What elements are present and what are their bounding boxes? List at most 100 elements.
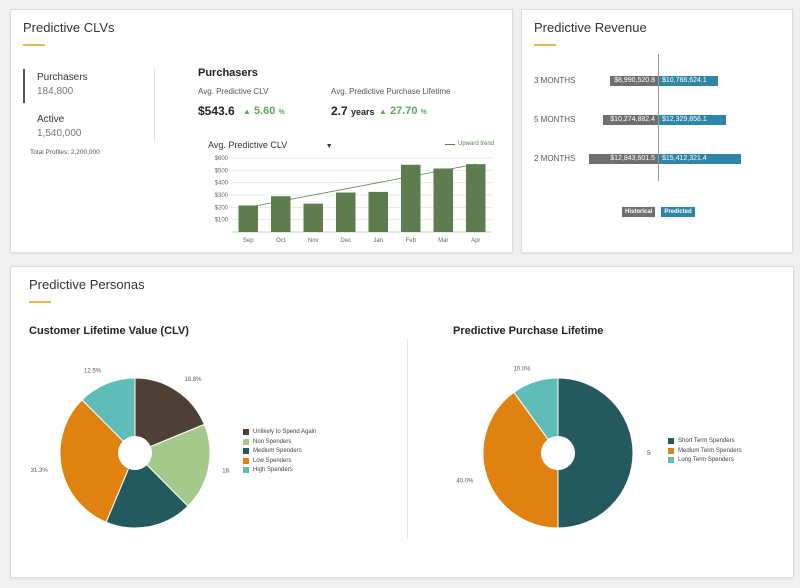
avg-clv-change: ▲ 5.60 %: [243, 105, 285, 117]
bar: [303, 203, 323, 232]
trend-line: [248, 163, 476, 208]
bar: [466, 164, 486, 232]
segment-value: 184,800: [37, 86, 74, 97]
x-tick-label: Nov: [308, 238, 319, 244]
legend-item: High Spenders: [243, 467, 293, 473]
divider: [407, 339, 408, 539]
revenue-legend: Historical Predicted: [622, 207, 695, 217]
predicted-bar[interactable]: $12,329,856.1: [659, 115, 726, 125]
pie-slice: [134, 377, 205, 454]
title-underline: [534, 44, 556, 46]
avg-lifetime-change: ▲ 27.70 %: [379, 105, 427, 117]
trend-legend-label: Upward trend: [458, 141, 495, 147]
x-tick-label: Apr: [471, 238, 480, 244]
y-tick-label: $400: [215, 181, 229, 187]
legend-label: Long Term Spenders: [678, 457, 734, 463]
x-tick-label: Mar: [438, 238, 448, 244]
legend-swatch: [668, 438, 674, 444]
change-value: 27.70: [389, 105, 418, 117]
pie-slice: [59, 399, 136, 523]
legend-label: High Spenders: [253, 467, 293, 473]
bar: [433, 168, 453, 232]
trend-line-icon: [445, 143, 455, 145]
slice-label: 18.8%: [184, 377, 202, 383]
pie-hole: [118, 436, 152, 470]
segment-value: 1,540,000: [37, 128, 82, 139]
legend-item: Long Term Spenders: [668, 457, 734, 463]
segment-purchasers[interactable]: Purchasers 184,800: [37, 72, 88, 97]
pie-slice: [557, 377, 634, 529]
legend-swatch: [243, 438, 249, 445]
slice-label: 12.5%: [84, 369, 102, 375]
slice-label: 31.3%: [31, 468, 48, 474]
slice-label: 50.0%: [647, 451, 651, 457]
predictive-clvs-card: Predictive CLVs Purchasers 184,800 Activ…: [10, 9, 513, 253]
legend-swatch: [668, 447, 674, 454]
avg-lifetime-label: Avg. Predictive Purchase Lifetime: [331, 87, 451, 96]
segment-label: Active: [37, 114, 65, 125]
divider: [154, 68, 155, 142]
avg-clv-bar-chart: $100 $200 $300 $400 $500 $600 Sep Oct Nov Dec Jan F…: [215, 156, 492, 244]
y-tick-label: $600: [215, 156, 229, 162]
legend-label: Medium Term Spenders: [678, 447, 742, 454]
predicted-bar[interactable]: $15,412,321.4: [659, 154, 741, 164]
y-tick-label: $100: [215, 218, 229, 224]
y-tick-label: $500: [215, 168, 229, 174]
total-profiles: Total Profiles: 2,200,000: [30, 149, 100, 156]
bar: [401, 164, 421, 232]
percent-sign: %: [420, 109, 427, 116]
legend-item: Non Spenders: [243, 438, 292, 445]
pie-hole: [541, 436, 575, 470]
detail-title: Purchasers: [198, 67, 258, 79]
clv-pie-chart: 18.8%18.8%18.8%31.3%12.5%: [31, 369, 231, 529]
legend-label: Low Spenders: [253, 457, 292, 464]
percent-sign: %: [278, 109, 285, 116]
x-tick-label: Feb: [406, 238, 417, 244]
lifetime-number: 2.7: [331, 104, 348, 118]
avg-clv-label: Avg. Predictive CLV: [198, 87, 269, 96]
segment-active[interactable]: Active 1,540,000: [37, 114, 82, 139]
slice-label: 10.0%: [513, 366, 531, 372]
bar: [238, 205, 258, 232]
legend-swatch: [243, 457, 249, 464]
dropdown-value: Avg. Predictive CLV: [208, 140, 288, 150]
lifetime-unit: years: [351, 107, 375, 117]
predictive-revenue-card: Predictive Revenue 3 MONTHS $8,990,520.8…: [521, 9, 793, 253]
pie-slice: [105, 452, 189, 529]
y-tick-label: $300: [215, 193, 229, 199]
legend-item: Low Spenders: [243, 457, 292, 464]
legend-swatch: [243, 467, 249, 473]
revenue-row-label: 2 MONTHS: [534, 154, 576, 163]
legend-label: Medium Spenders: [253, 448, 302, 454]
legend-swatch: [243, 448, 249, 454]
pie-slice: [482, 391, 559, 529]
legend-label: Non Spenders: [253, 438, 292, 445]
lifetime-pie-chart: 50.0% 40.0% 10.0%: [456, 366, 651, 529]
x-tick-label: Jan: [373, 238, 383, 244]
revenue-row-label: 3 MONTHS: [534, 76, 576, 85]
predicted-bar[interactable]: $10,788,624.1: [659, 76, 718, 86]
historical-bar[interactable]: $8,990,520.8: [610, 76, 658, 86]
up-arrow-icon: ▲: [243, 107, 251, 116]
legend-label: Unlikely to Spend Again: [253, 429, 317, 435]
segment-label: Purchasers: [37, 72, 88, 83]
historical-bar[interactable]: $12,843,601.5: [589, 154, 658, 164]
metric-dropdown[interactable]: Avg. Predictive CLV ▼: [208, 140, 333, 150]
slice-label: 18.8%: [222, 468, 231, 474]
bar: [271, 196, 291, 232]
predictive-personas-card: Predictive Personas Customer Lifetime Va…: [10, 266, 794, 578]
y-tick-label: $200: [215, 205, 229, 211]
pie-slice: [134, 423, 211, 507]
revenue-row-label: 5 MONTHS: [534, 115, 576, 124]
personas-card-title: Predictive Personas: [29, 277, 145, 292]
lifetime-pie-title: Predictive Purchase Lifetime: [453, 325, 604, 337]
change-value: 5.60: [253, 105, 276, 117]
legend-historical: Historical: [622, 207, 656, 217]
slice-label: 40.0%: [456, 479, 474, 485]
x-tick-label: Dec: [340, 238, 351, 244]
title-underline: [29, 301, 51, 303]
axis-divider: [658, 54, 659, 181]
legend-item: Medium Spenders: [243, 448, 302, 454]
historical-bar[interactable]: $10,274,882.4: [603, 115, 658, 125]
clv-pie-title: Customer Lifetime Value (CLV): [29, 325, 189, 337]
